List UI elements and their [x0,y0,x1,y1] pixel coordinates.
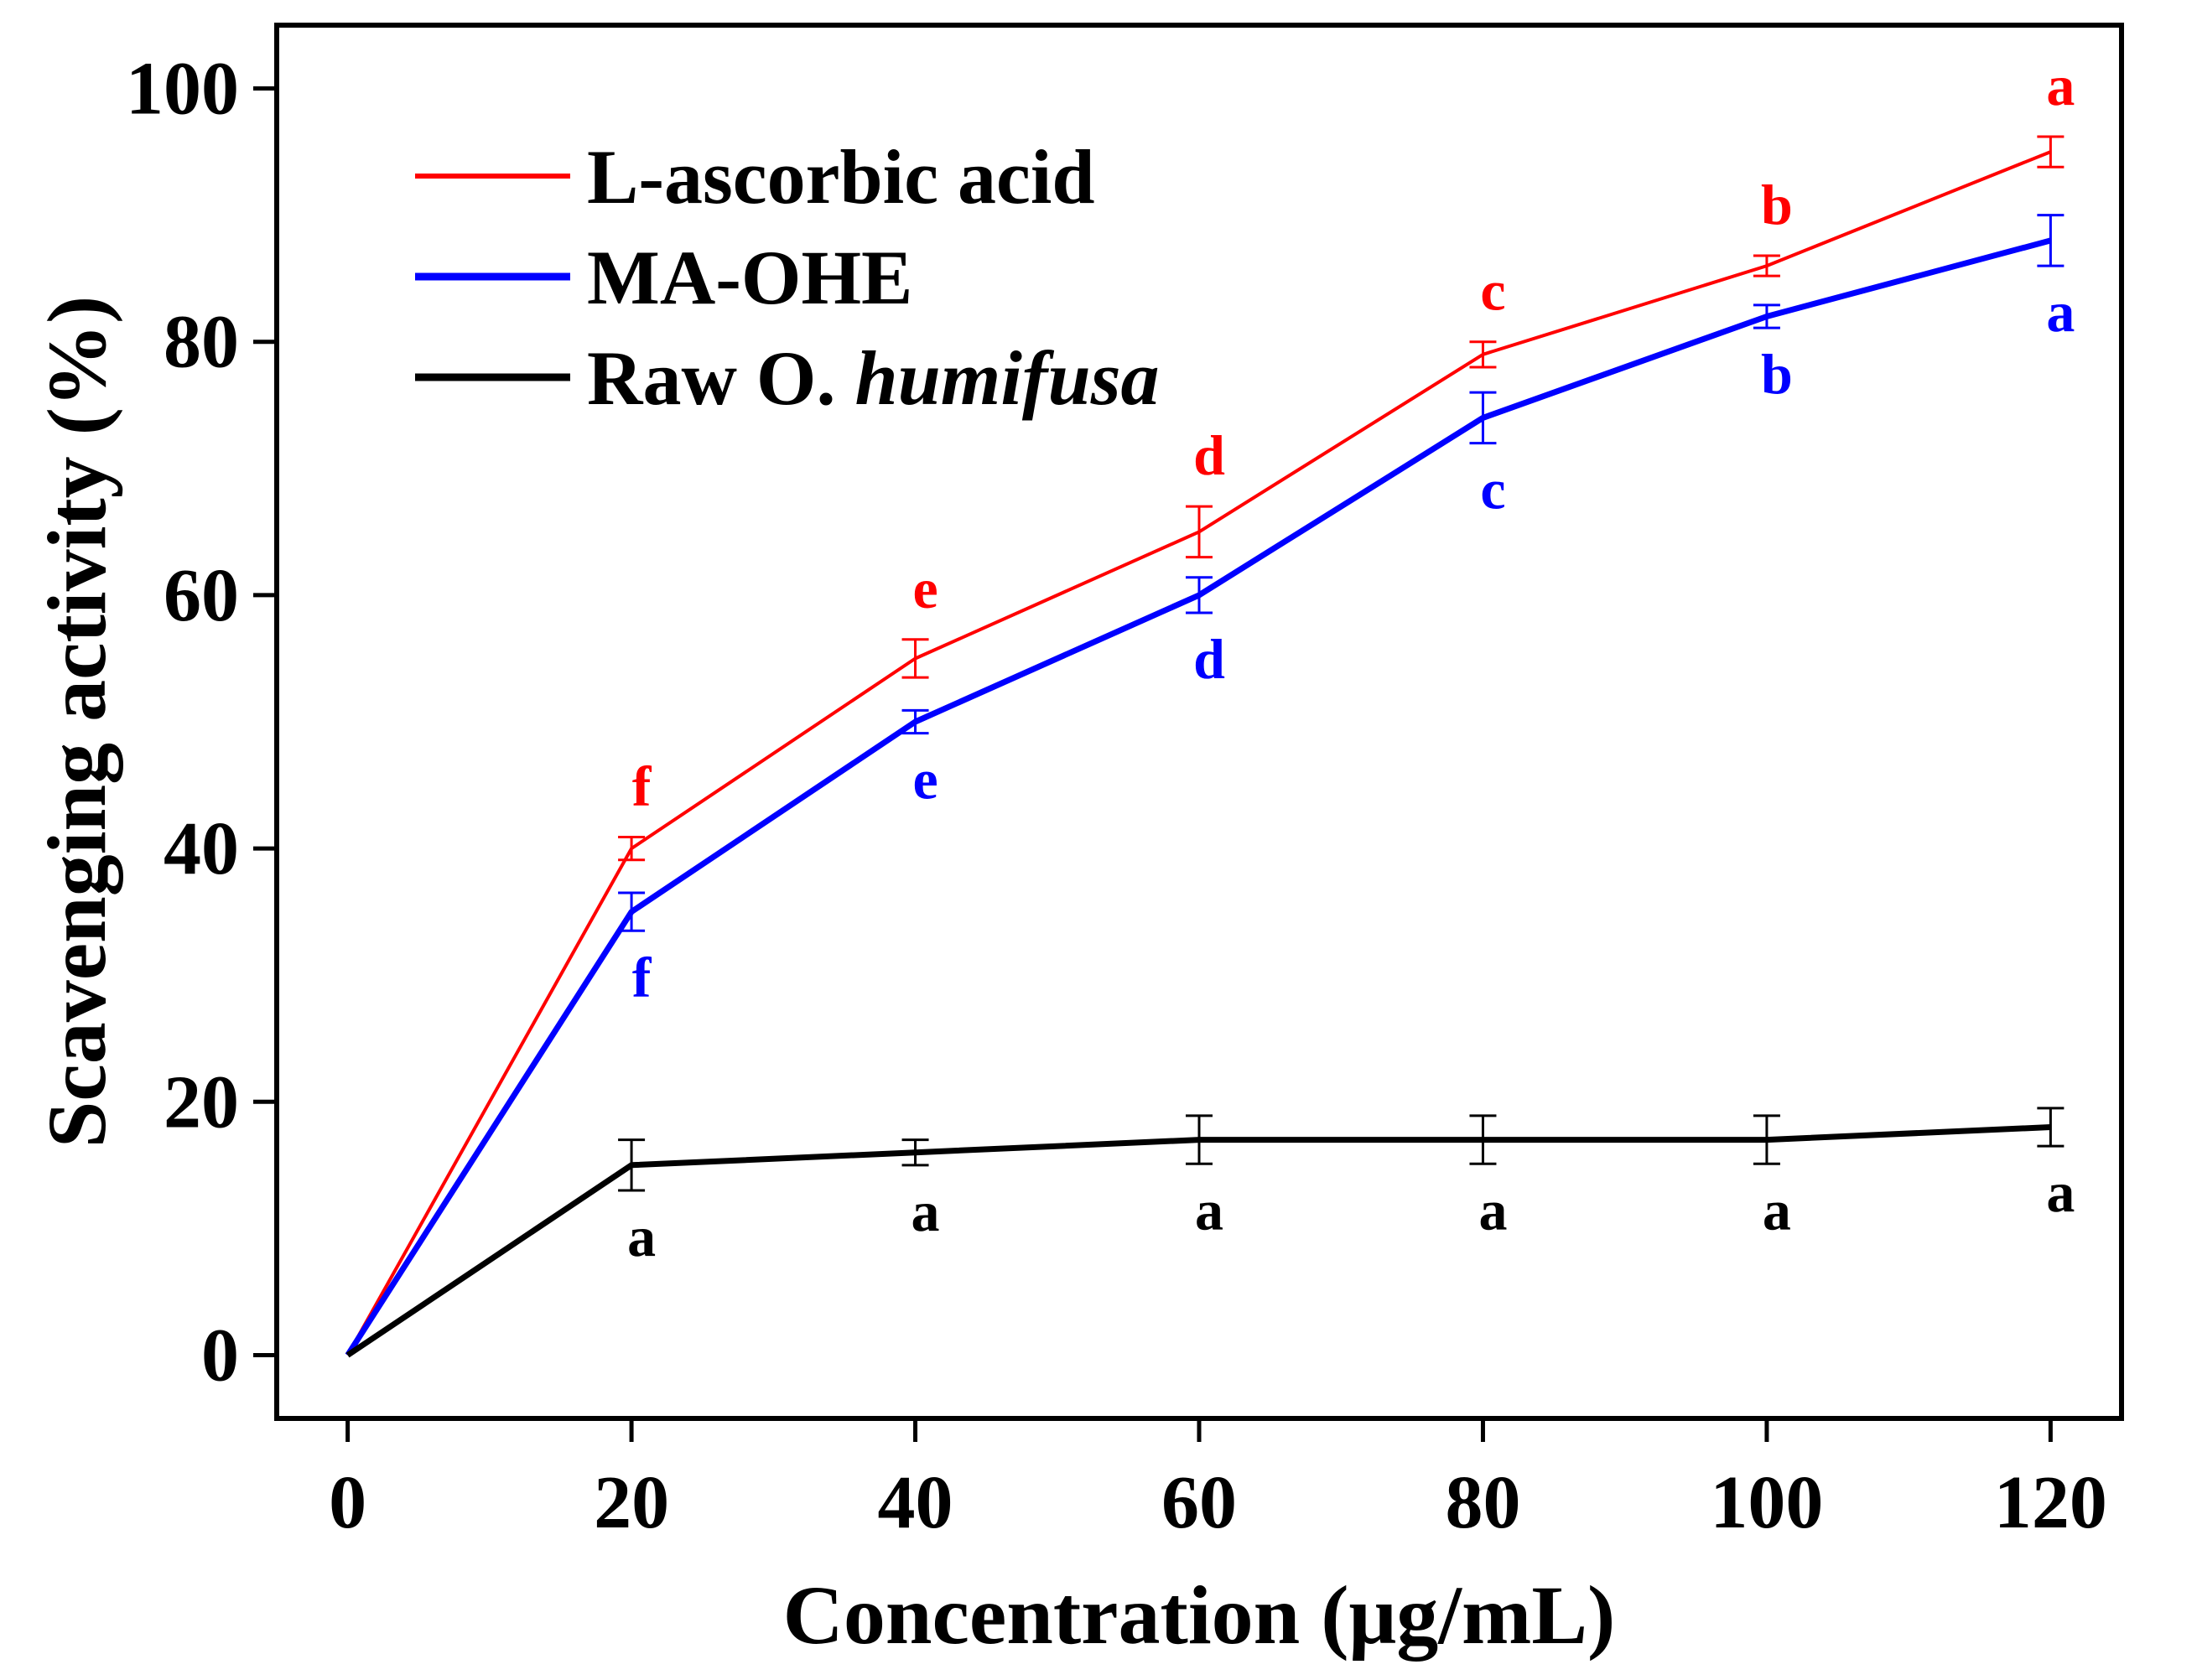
error-bar [618,1138,646,1192]
y-tick-label-100: 100 [126,48,239,131]
significance-label: d [1193,627,1225,691]
error-bar [1469,1114,1497,1165]
error-bar [1753,303,1780,329]
x-tick-label-40: 40 [878,1461,953,1544]
x-tick-label-0: 0 [329,1461,366,1544]
x-tick-label-100: 100 [1710,1461,1823,1544]
y-axis-title: Scavenging activity (%) [30,296,123,1149]
y-tick-label-40: 40 [164,807,239,890]
error-bar [618,891,646,932]
error-bar [2037,214,2065,267]
error-bar [2037,135,2065,169]
significance-label: d [1193,423,1225,487]
error-bar [901,638,929,679]
significance-label: c [1480,259,1505,323]
axes: 0 20 40 60 80 100 120 0 20 40 60 80 100 [126,48,2107,1544]
error-bar [618,835,646,862]
y-tick-label-60: 60 [164,554,239,637]
significance-label: b [1761,342,1793,406]
significance-label: c [1480,458,1505,521]
error-bar [1186,1114,1213,1165]
legend: L-ascorbic acid MA-OHE Raw O. humifusa [415,134,1160,421]
legend-label: Raw O. humifusa [587,335,1160,421]
x-axis-title: Concentration (μg/mL) [783,1569,1616,1662]
x-tick-label-80: 80 [1445,1461,1520,1544]
error-bar [1753,254,1780,277]
significance-label: a [1763,1178,1791,1242]
significance-label: a [2046,54,2075,117]
series-ma-ohe: f e d c b a [345,214,2075,1357]
y-tick-label-80: 80 [164,301,239,384]
error-bar [901,1138,929,1167]
x-tick-label-120: 120 [1994,1461,2107,1544]
legend-label: L-ascorbic acid [587,134,1095,220]
legend-label: MA-OHE [587,235,912,320]
significance-label: e [912,557,937,620]
significance-label: a [2046,280,2075,344]
error-bar [1469,340,1497,369]
significance-label: a [1195,1178,1223,1242]
significance-label: f [632,945,652,1009]
legend-item-2: Raw O. humifusa [415,335,1160,421]
series-l-ascorbic-acid: f e d c b a [345,54,2075,1356]
significance-label: a [912,1180,940,1243]
x-tick-label-60: 60 [1161,1461,1237,1544]
y-tick-label-20: 20 [164,1060,239,1143]
significance-label: a [627,1205,656,1268]
error-bar [1469,391,1497,445]
significance-label: e [912,748,937,811]
error-bar [901,708,929,735]
legend-item-1: MA-OHE [415,235,912,320]
error-bar [1186,505,1213,559]
error-bar [1753,1114,1780,1165]
significance-label: a [1478,1178,1507,1242]
series-layer: f e d c b a f e d c b a a a a a a a [345,54,2075,1358]
significance-label: b [1761,173,1793,236]
error-bar [2037,1107,2065,1148]
error-bar [1186,576,1213,614]
x-tick-label-20: 20 [594,1461,669,1544]
y-tick-label-0: 0 [201,1314,239,1397]
significance-label: a [2046,1160,2075,1224]
significance-label: f [632,754,652,817]
legend-item-0: L-ascorbic acid [415,134,1095,220]
series-line [345,150,2052,1356]
